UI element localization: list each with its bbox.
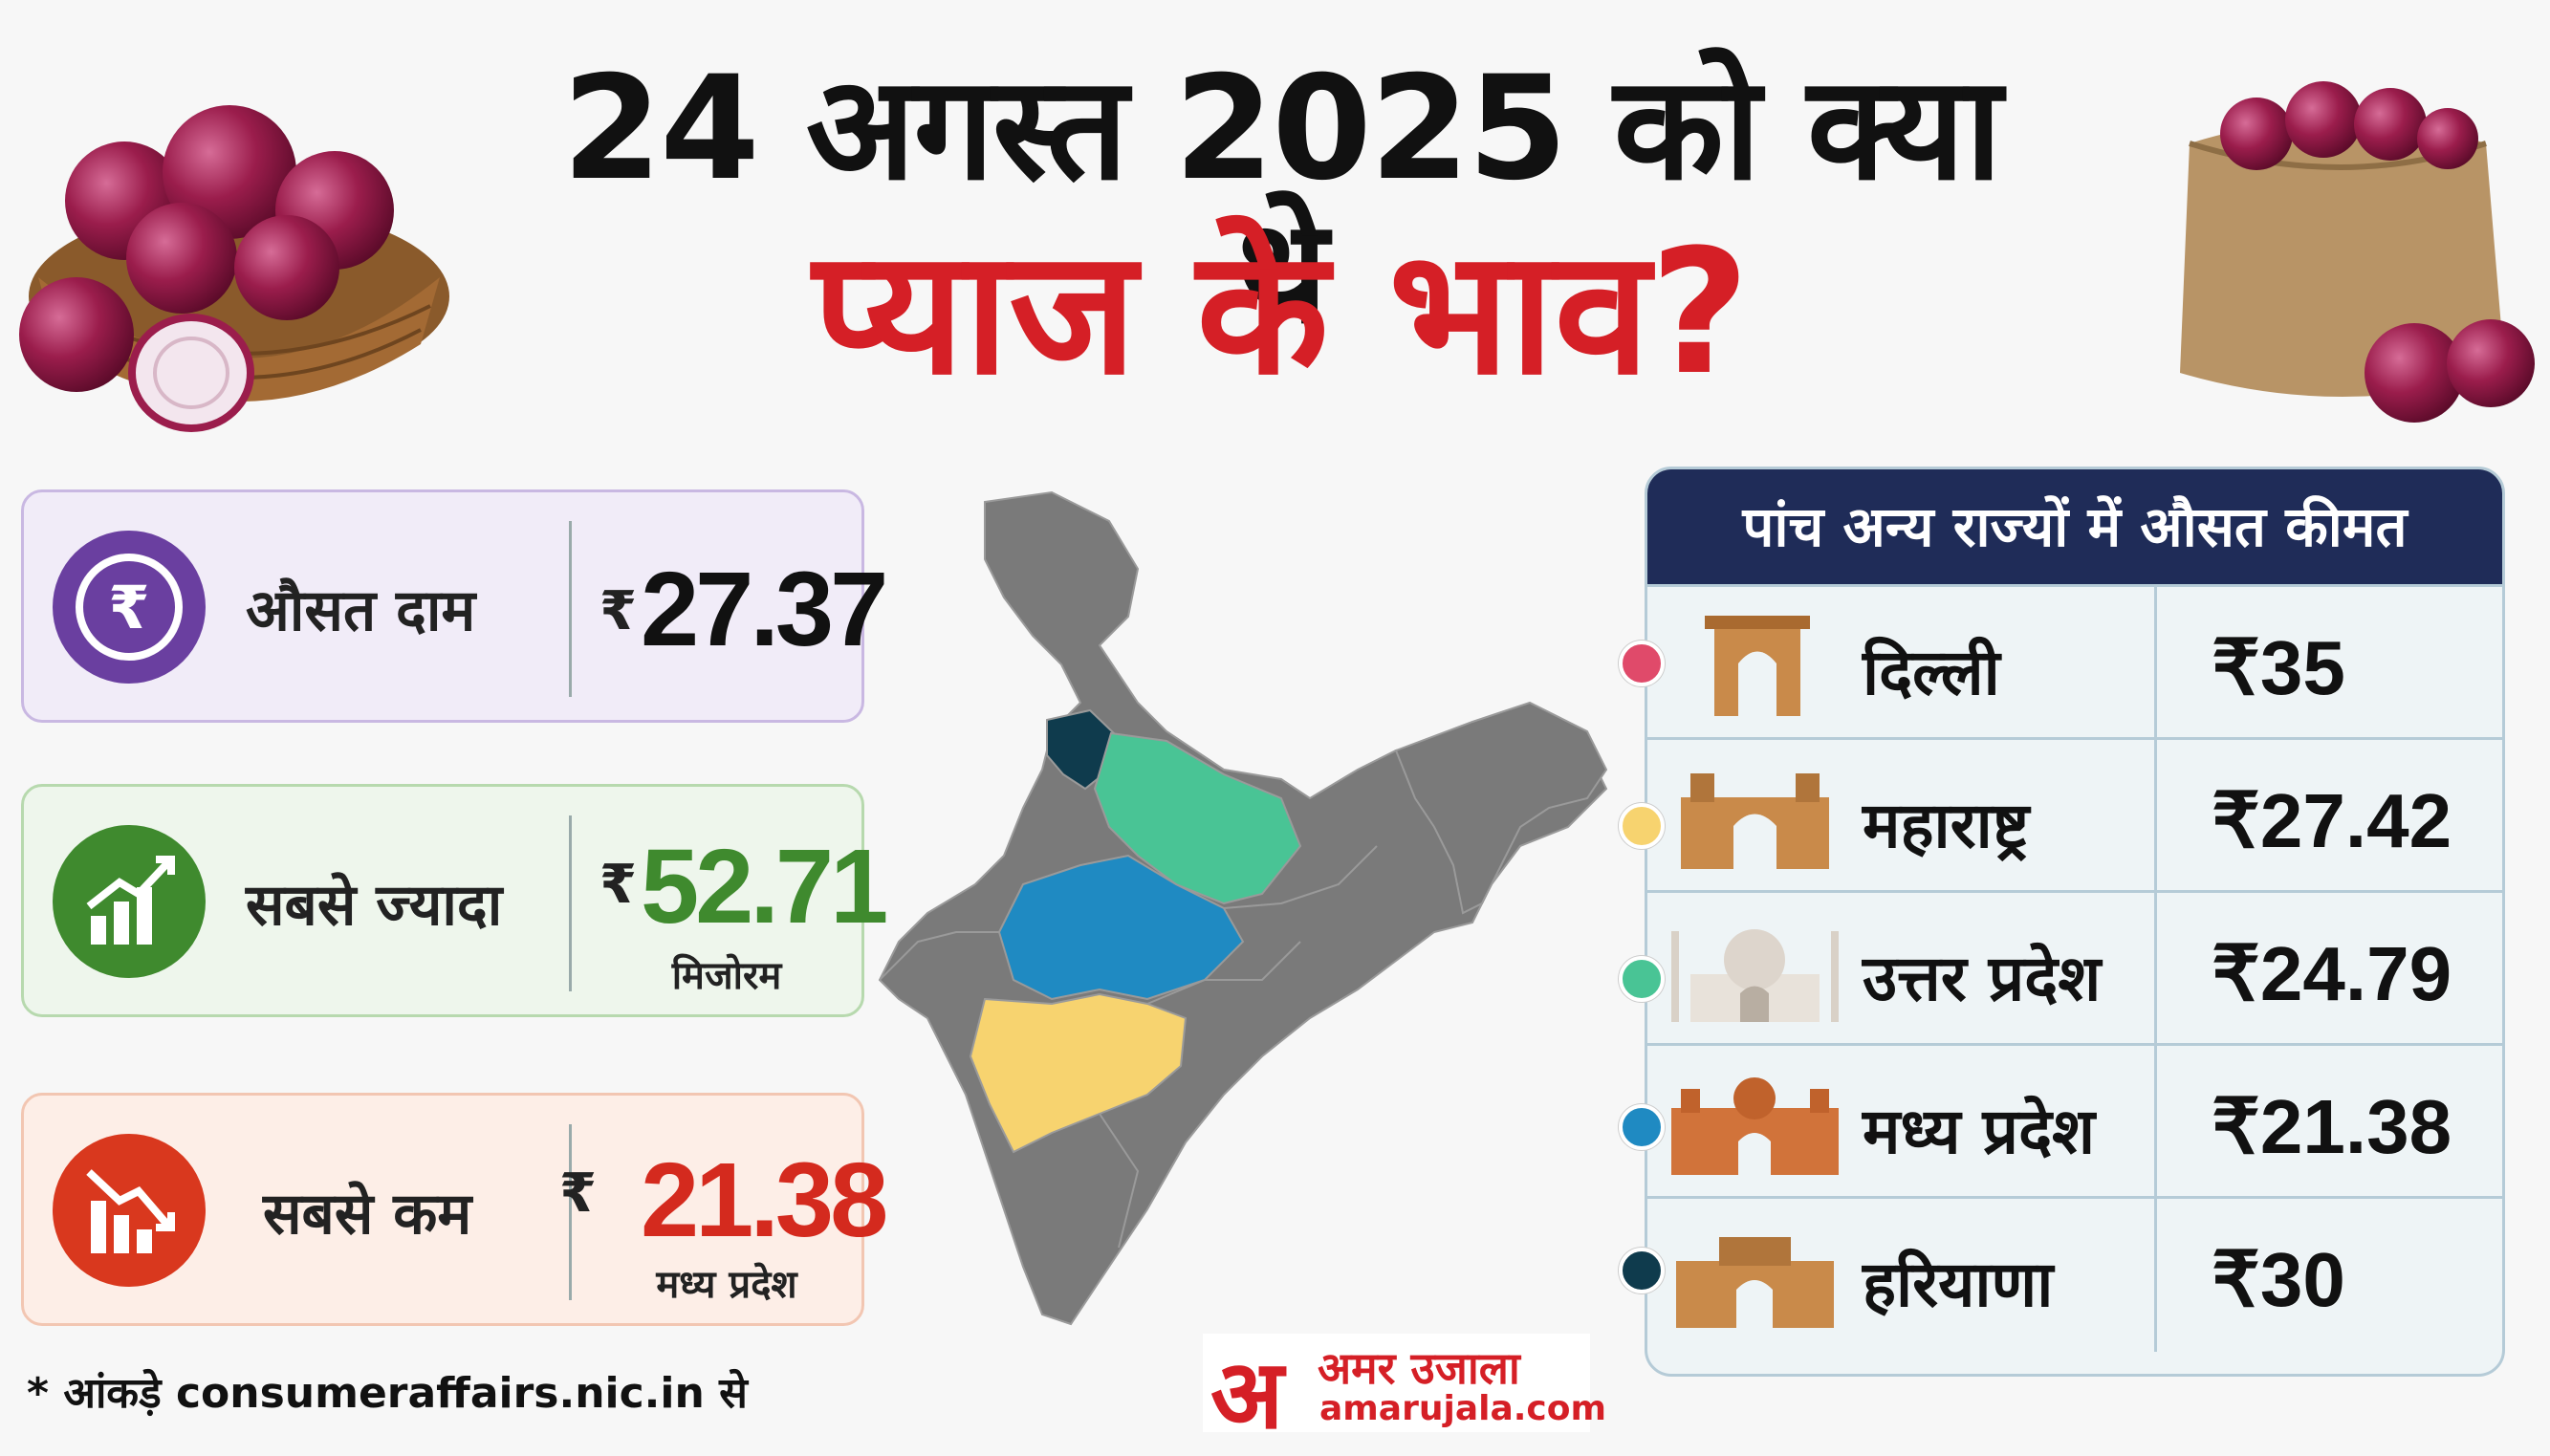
divider xyxy=(569,521,572,697)
stat-card-average: ₹ औसत दाम ₹ 27.37 xyxy=(21,489,888,723)
stat-card-lowest: सबसे कम ₹ 21.38 मध्य प्रदेश xyxy=(21,1093,888,1326)
table-row: उत्तर प्रदेश ₹24.79 xyxy=(1647,890,2502,1046)
state-price: ₹21.38 xyxy=(2212,1084,2452,1169)
india-map xyxy=(878,490,1608,1326)
stat-state: मध्य प्रदेश xyxy=(656,1263,797,1307)
gateway-of-india-icon xyxy=(1681,773,1829,869)
legend-dot-delhi xyxy=(1619,641,1665,686)
legend-dot-maharashtra xyxy=(1619,803,1665,849)
table-header: पांच अन्य राज्यों में औसत कीमत xyxy=(1647,469,2502,584)
state-name: हरियाणा xyxy=(1863,1248,2054,1321)
stat-value: 52.71 xyxy=(641,828,888,945)
table-row: दिल्ली ₹35 xyxy=(1647,584,2502,740)
stat-label: औसत दाम xyxy=(246,577,476,644)
divider xyxy=(569,1124,572,1300)
headline-line-1: 24 अगस्त 2025 को क्या थे xyxy=(561,46,2002,356)
state-price: ₹24.79 xyxy=(2212,931,2452,1016)
stat-card-highest: सबसे ज्यादा ₹ 52.71 मिजोरम xyxy=(21,784,888,1017)
legend-dot-madhya-pradesh xyxy=(1619,1104,1665,1150)
state-price: ₹35 xyxy=(2212,625,2345,710)
chart-down-icon xyxy=(53,1134,206,1287)
stat-label: सबसे कम xyxy=(263,1181,472,1248)
source-footnote: * आंकड़े consumeraffairs.nic.in से xyxy=(27,1369,748,1418)
onion-basket-image xyxy=(19,105,449,432)
india-gate-icon xyxy=(1705,616,1810,716)
table-row: महाराष्ट्र ₹27.42 xyxy=(1647,737,2502,893)
currency-symbol: ₹ xyxy=(599,580,637,642)
state-name: उत्तर प्रदेश xyxy=(1863,942,2102,1015)
table-row: हरियाणा ₹30 xyxy=(1647,1196,2502,1352)
currency-symbol: ₹ xyxy=(559,1163,597,1225)
stat-value: 21.38 xyxy=(641,1141,888,1259)
currency-symbol: ₹ xyxy=(599,854,637,916)
svg-text:₹: ₹ xyxy=(108,573,149,642)
legend-dot-haryana xyxy=(1619,1248,1665,1293)
stat-label: सबसे ज्यादा xyxy=(246,872,503,939)
state-name: महाराष्ट्र xyxy=(1863,789,2030,862)
logo-site: amarujala.com xyxy=(1319,1389,1607,1428)
chart-up-icon xyxy=(53,825,206,978)
palace-icon xyxy=(1671,1077,1839,1175)
stat-value: 27.37 xyxy=(641,551,888,668)
logo-name: अमर उजाला xyxy=(1318,1342,1520,1394)
state-name: मध्य प्रदेश xyxy=(1863,1095,2096,1168)
state-price: ₹30 xyxy=(2212,1237,2345,1322)
state-price: ₹27.42 xyxy=(2212,778,2452,863)
state-name: दिल्ली xyxy=(1863,636,2000,709)
monument-gate-icon xyxy=(1676,1237,1834,1328)
amar-ujala-logo: अ अमर उजाला amarujala.com xyxy=(1203,1334,1606,1450)
divider xyxy=(569,815,572,991)
table-row: मध्य प्रदेश ₹21.38 xyxy=(1647,1043,2502,1199)
state-price-table: पांच अन्य राज्यों में औसत कीमत दिल्ली ₹3… xyxy=(1645,467,2505,1377)
rupee-icon: ₹ xyxy=(53,531,206,684)
stat-state: मिजोरम xyxy=(671,954,782,998)
taj-mahal-icon xyxy=(1671,929,1839,1022)
onion-sack-image xyxy=(2180,81,2535,423)
logo-mark: अ xyxy=(1210,1338,1284,1450)
legend-dot-uttar-pradesh xyxy=(1619,956,1665,1002)
headline-line-2: प्याज के भाव? xyxy=(813,213,1750,413)
